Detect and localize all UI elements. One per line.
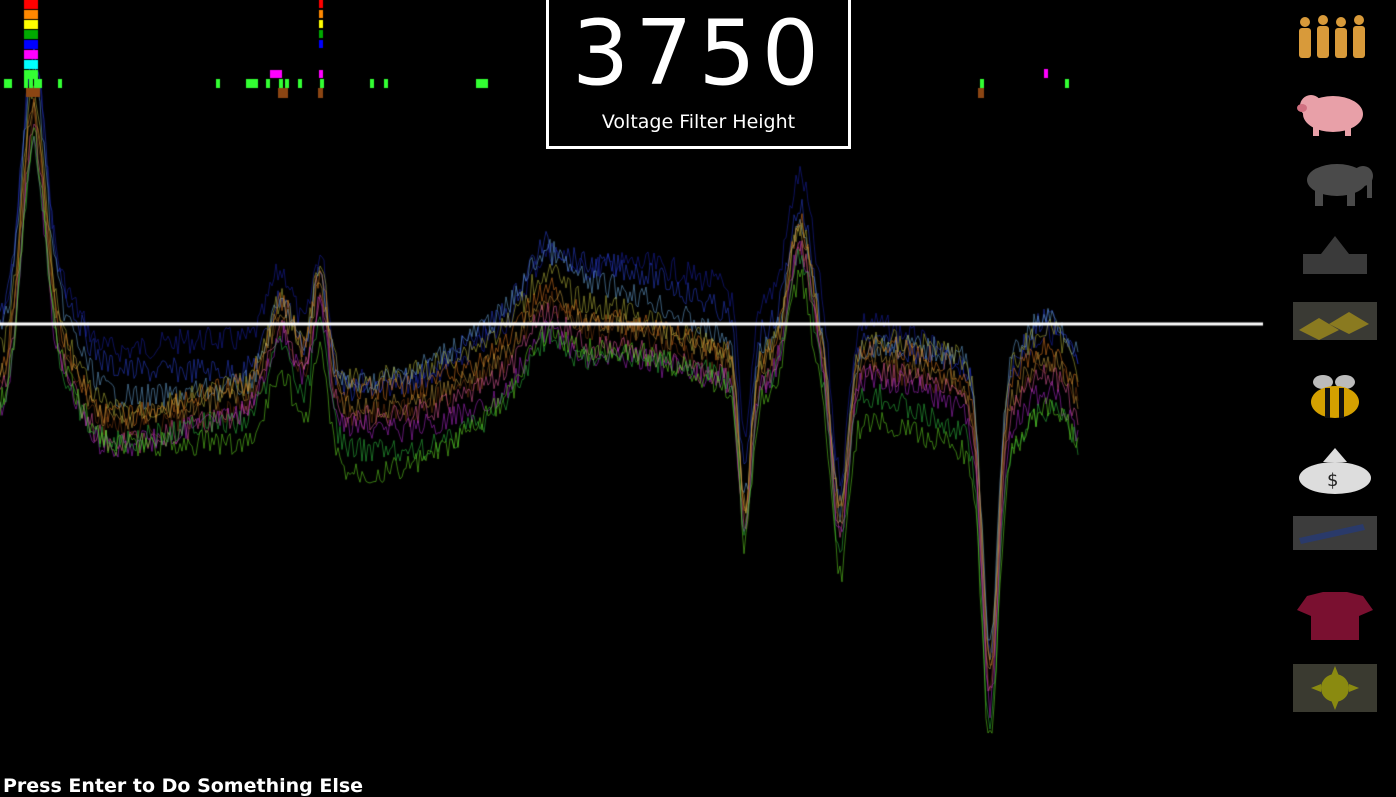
tshirt-icon[interactable] xyxy=(1293,590,1377,642)
people-icon[interactable] xyxy=(1293,10,1377,62)
filter-height-label: Voltage Filter Height xyxy=(601,111,796,133)
bee-icon[interactable] xyxy=(1293,370,1377,422)
house-icon[interactable] xyxy=(1293,226,1377,278)
sun-icon[interactable] xyxy=(1293,664,1377,716)
crayon-icon[interactable] xyxy=(1293,508,1377,560)
gold-bars-icon[interactable] xyxy=(1293,300,1377,352)
enter-hint: Press Enter to Do Something Else xyxy=(3,775,364,797)
filter-height-readout: 3750 Voltage Filter Height xyxy=(546,0,851,149)
money-bag-icon[interactable]: $ xyxy=(1293,444,1377,496)
pig-icon[interactable] xyxy=(1293,86,1377,138)
icon-rail: $ xyxy=(1293,10,1377,720)
elephant-icon[interactable] xyxy=(1293,156,1377,208)
svg-text:$: $ xyxy=(1327,470,1338,491)
filter-height-value: 3750 xyxy=(571,1,826,106)
